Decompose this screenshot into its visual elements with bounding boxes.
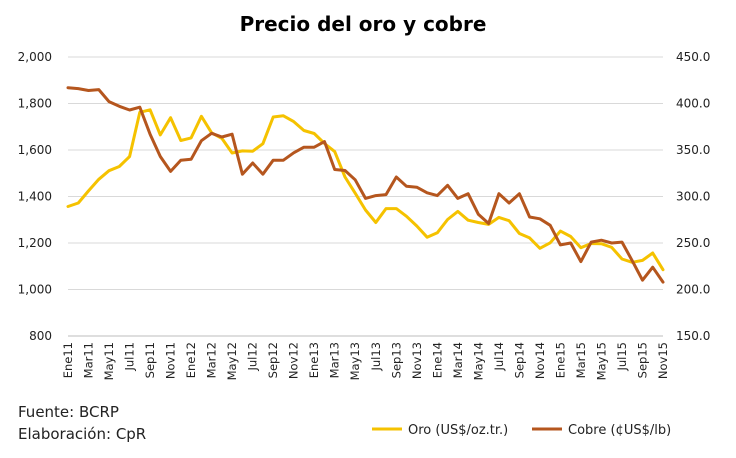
x-tick-label: May14 xyxy=(471,342,485,380)
x-tick-label: Nov15 xyxy=(656,342,670,379)
right-tick-label: 150.0 xyxy=(676,329,710,343)
x-tick-label: Jul14 xyxy=(492,342,506,372)
left-tick-label: 1,200 xyxy=(18,236,52,250)
x-axis-ticks: Ene11 Mar11 May11 Jul11 Sep11 Nov11 Ene12 Mar12… xyxy=(61,342,670,380)
left-tick-label: 1,600 xyxy=(18,143,52,157)
elaboration-note: Elaboración: CpR xyxy=(18,425,146,443)
x-tick-label: Mar15 xyxy=(574,342,588,378)
x-tick-label: May13 xyxy=(348,342,362,380)
legend: Oro (US$/oz.tr.) Cobre (¢US$/lb) xyxy=(372,423,671,438)
x-tick-label: Mar11 xyxy=(82,342,96,378)
left-tick-label: 1,000 xyxy=(18,283,52,297)
right-tick-label: 300.0 xyxy=(676,190,710,204)
source-note: Fuente: BCRP xyxy=(18,403,119,421)
x-tick-label: Nov11 xyxy=(164,342,178,379)
left-tick-label: 800 xyxy=(29,329,52,343)
left-tick-label: 1,400 xyxy=(18,190,52,204)
left-tick-label: 2,000 xyxy=(18,50,52,64)
chart-title: Precio del oro y cobre xyxy=(240,12,487,36)
x-tick-label: Sep15 xyxy=(635,342,649,378)
right-tick-label: 450.0 xyxy=(676,50,710,64)
x-tick-label: Jul15 xyxy=(615,342,629,372)
x-tick-label: Ene11 xyxy=(61,342,75,378)
legend-label-cobre: Cobre (¢US$/lb) xyxy=(568,423,671,438)
x-tick-label: Ene12 xyxy=(184,342,198,378)
x-tick-label: Jul12 xyxy=(246,342,260,372)
right-tick-label: 200.0 xyxy=(676,283,710,297)
x-tick-label: Mar13 xyxy=(328,342,342,378)
x-tick-label: Nov13 xyxy=(410,342,424,379)
gridlines xyxy=(68,56,663,337)
x-tick-label: May12 xyxy=(225,342,239,380)
x-tick-label: Jul13 xyxy=(369,342,383,372)
x-tick-label: Nov12 xyxy=(287,342,301,379)
right-tick-label: 350.0 xyxy=(676,143,710,157)
x-tick-label: Jul11 xyxy=(123,342,137,372)
series-line-oro xyxy=(66,108,665,272)
x-tick-label: Ene13 xyxy=(307,342,321,378)
right-tick-label: 250.0 xyxy=(676,236,710,250)
x-tick-label: Nov14 xyxy=(533,342,547,379)
left-axis-ticks: 800 1,000 1,200 1,400 1,600 1,800 2,000 xyxy=(18,50,52,343)
x-tick-label: Sep11 xyxy=(143,342,157,378)
x-tick-label: Sep13 xyxy=(389,342,403,378)
legend-label-oro: Oro (US$/oz.tr.) xyxy=(408,423,508,438)
right-axis-ticks: 150.0 200.0 250.0 300.0 350.0 400.0 450.0 xyxy=(676,50,710,343)
x-tick-label: Mar14 xyxy=(451,342,465,378)
right-tick-label: 400.0 xyxy=(676,97,710,111)
x-tick-label: May11 xyxy=(102,342,116,380)
x-tick-label: Ene14 xyxy=(430,342,444,378)
x-tick-label: May15 xyxy=(594,342,608,380)
x-tick-label: Sep14 xyxy=(512,342,526,378)
x-tick-label: Sep12 xyxy=(266,342,280,378)
x-tick-label: Mar12 xyxy=(205,342,219,378)
x-tick-label: Ene15 xyxy=(553,342,567,378)
series-line-cobre xyxy=(66,86,665,284)
series-lines xyxy=(66,86,665,284)
left-tick-label: 1,800 xyxy=(18,97,52,111)
